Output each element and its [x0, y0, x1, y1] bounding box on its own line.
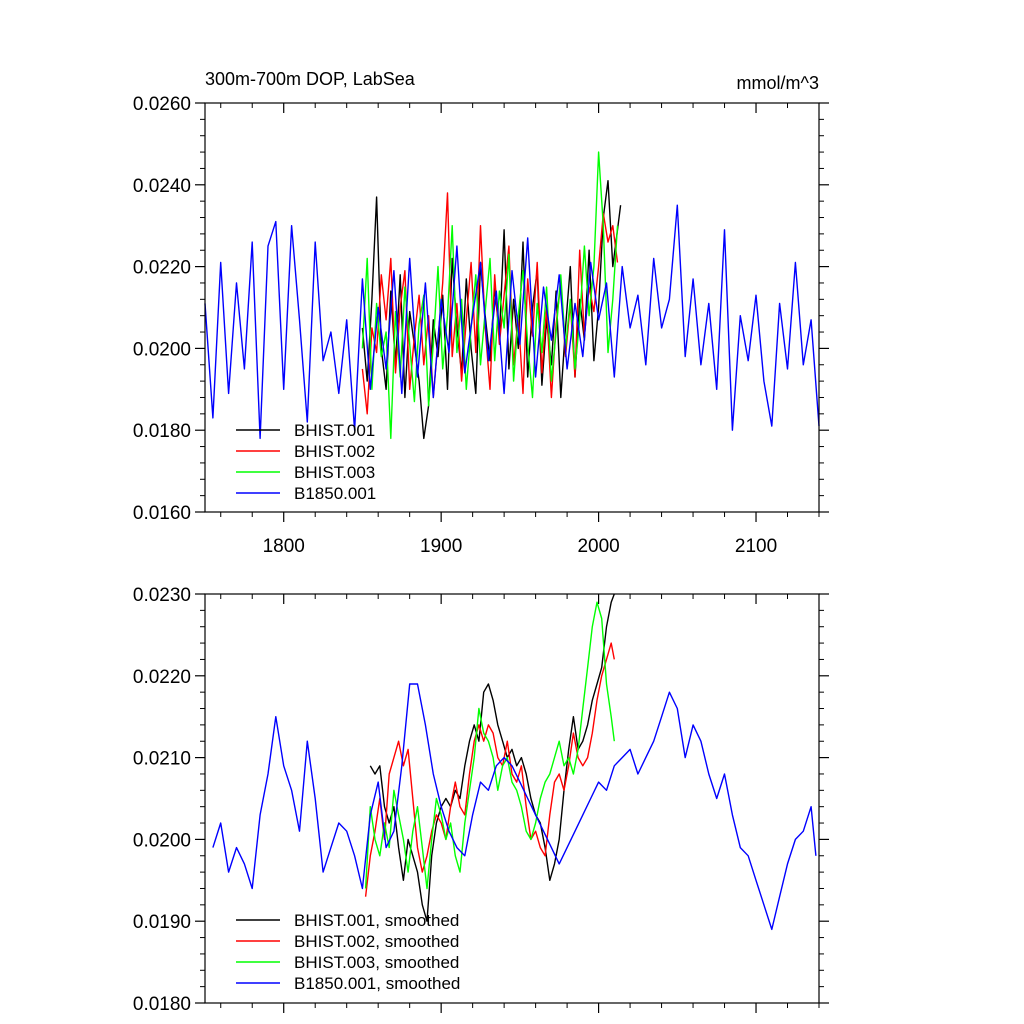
- series-line-1-1: [364, 642, 615, 897]
- y-tick-label: 0.0180: [133, 421, 191, 442]
- legend-entry: BHIST.002, smoothed: [294, 932, 459, 951]
- y-tick-label: 0.0230: [133, 585, 191, 606]
- legend-entry: B1850.001, smoothed: [294, 974, 460, 993]
- y-tick-label: 0.0160: [133, 503, 191, 524]
- units-label: mmol/m^3: [737, 73, 819, 93]
- series-line-1-2: [364, 601, 615, 890]
- x-tick-label: 1800: [263, 536, 305, 557]
- legend-entry: BHIST.002: [294, 442, 375, 461]
- bottom-panel: 0.0180 0.0190 0.0200 0.0210 0.0220 0.0230 BHIS…: [133, 585, 829, 1015]
- y-tick-label: 0.0180: [133, 994, 191, 1015]
- y-tick-label: 0.0240: [133, 176, 191, 197]
- series-line-1-3: [212, 683, 817, 931]
- series-line-0-0: [361, 179, 622, 440]
- plot-frame: [204, 102, 820, 513]
- y-tick-label: 0.0220: [133, 258, 191, 279]
- y-tick-label: 0.0210: [133, 749, 191, 770]
- top-panel: 0.0160 0.0180 0.0200 0.0220 0.0240 0.0260 1800…: [133, 69, 829, 557]
- x-tick-label: 2000: [577, 536, 619, 557]
- y-tick-label: 0.0190: [133, 912, 191, 933]
- legend-entry: B1850.001: [294, 484, 376, 503]
- series-line-0-2: [361, 151, 619, 440]
- series-line-0-1: [361, 192, 619, 415]
- legend-entry: BHIST.003, smoothed: [294, 953, 459, 972]
- y-tick-label: 0.0260: [133, 94, 191, 115]
- chart-title: 300m-700m DOP, LabSea: [205, 69, 416, 89]
- legend-entry: BHIST.003: [294, 463, 375, 482]
- plot-frame: [204, 593, 820, 1004]
- y-tick-label: 0.0200: [133, 830, 191, 851]
- y-tick-label: 0.0200: [133, 339, 191, 360]
- x-tick-label: 2100: [735, 536, 777, 557]
- x-tick-label: 1900: [420, 536, 462, 557]
- legend-entry: BHIST.001: [294, 421, 375, 440]
- legend-entry: BHIST.001, smoothed: [294, 911, 459, 930]
- series-line-0-3: [204, 204, 820, 440]
- y-tick-label: 0.0220: [133, 667, 191, 688]
